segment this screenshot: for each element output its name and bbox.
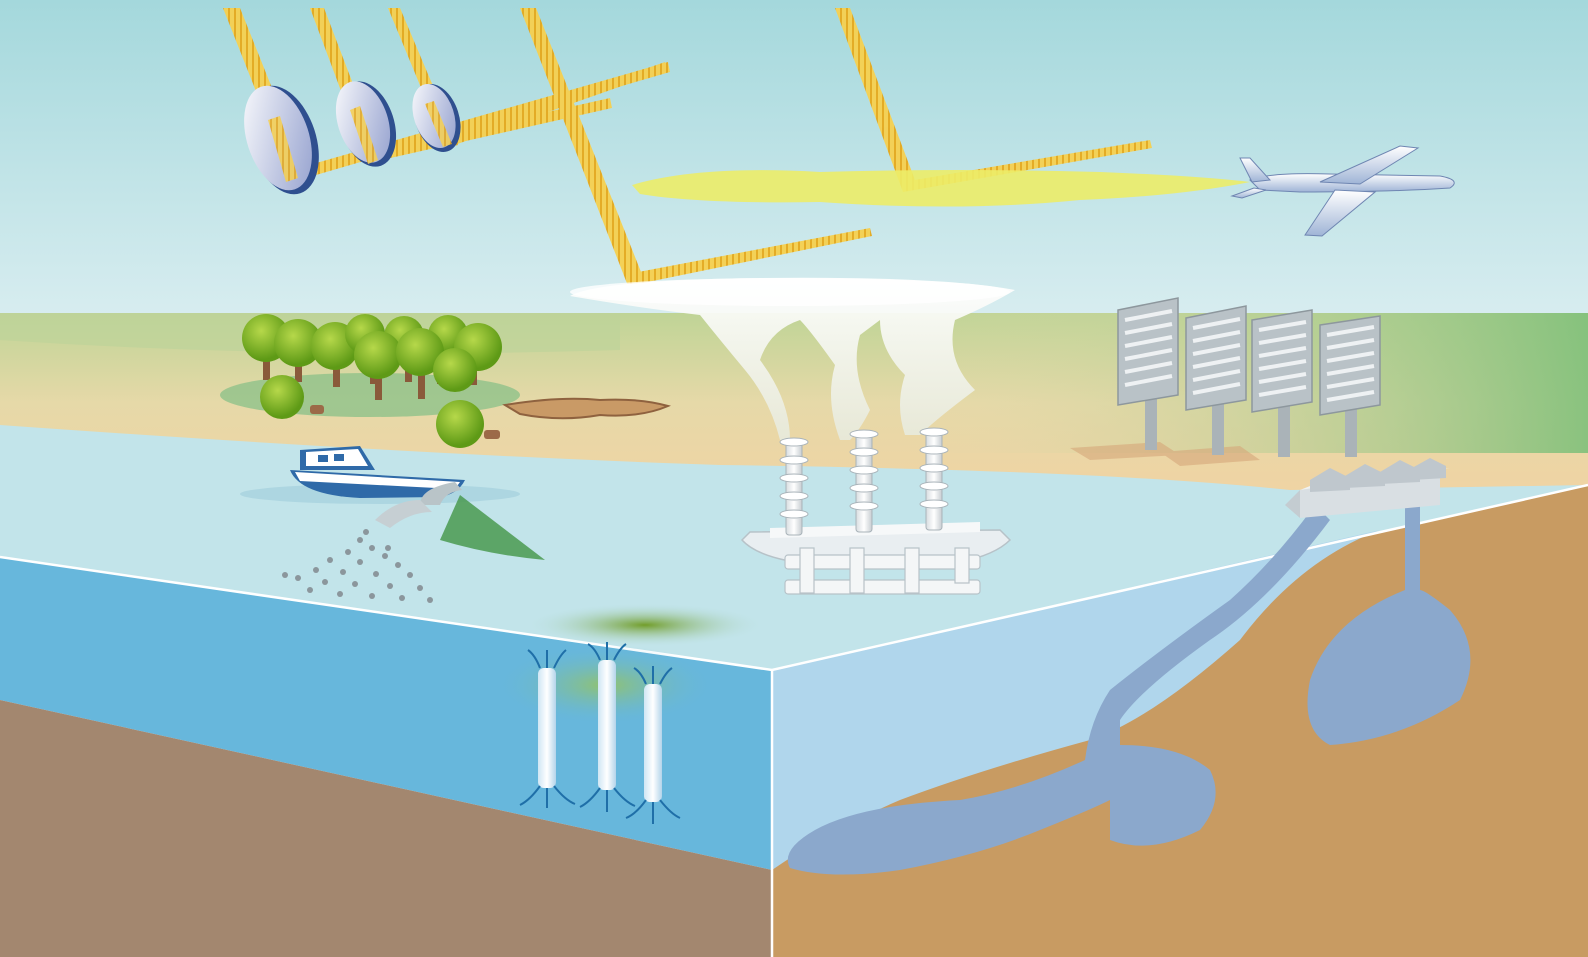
iron-particles <box>282 529 433 603</box>
air-capture-panel-icon <box>1319 315 1381 457</box>
airplane-icon <box>1230 145 1455 237</box>
forest <box>220 314 520 448</box>
air-capture-units <box>1070 297 1381 466</box>
ocean-pipe-icon <box>538 660 662 802</box>
discharge-pipe <box>375 482 462 528</box>
co2-storage-reservoirs <box>787 503 1471 875</box>
discharge-plume <box>440 495 545 560</box>
block-edges <box>0 483 1588 957</box>
aerosol-haze <box>632 170 1250 207</box>
air-capture-panel-icon <box>1251 309 1313 457</box>
algae-bloom <box>525 603 765 647</box>
cloud-plume <box>570 277 1015 440</box>
tree-icon <box>242 314 502 448</box>
chimneys <box>779 427 949 536</box>
air-capture-panel-icon <box>1185 305 1247 455</box>
pit-icon <box>502 397 671 420</box>
seabed <box>0 700 772 957</box>
spray-ship-icon <box>740 427 1012 595</box>
ccs-plant <box>1285 458 1450 518</box>
air-capture-panel-icon <box>1117 297 1179 450</box>
sky <box>0 0 1588 320</box>
ship-icon <box>240 446 520 504</box>
ocean-side <box>0 557 772 870</box>
factory-icon <box>1310 458 1446 492</box>
space-mirrors <box>244 81 461 195</box>
ocean-pipes <box>495 642 715 824</box>
